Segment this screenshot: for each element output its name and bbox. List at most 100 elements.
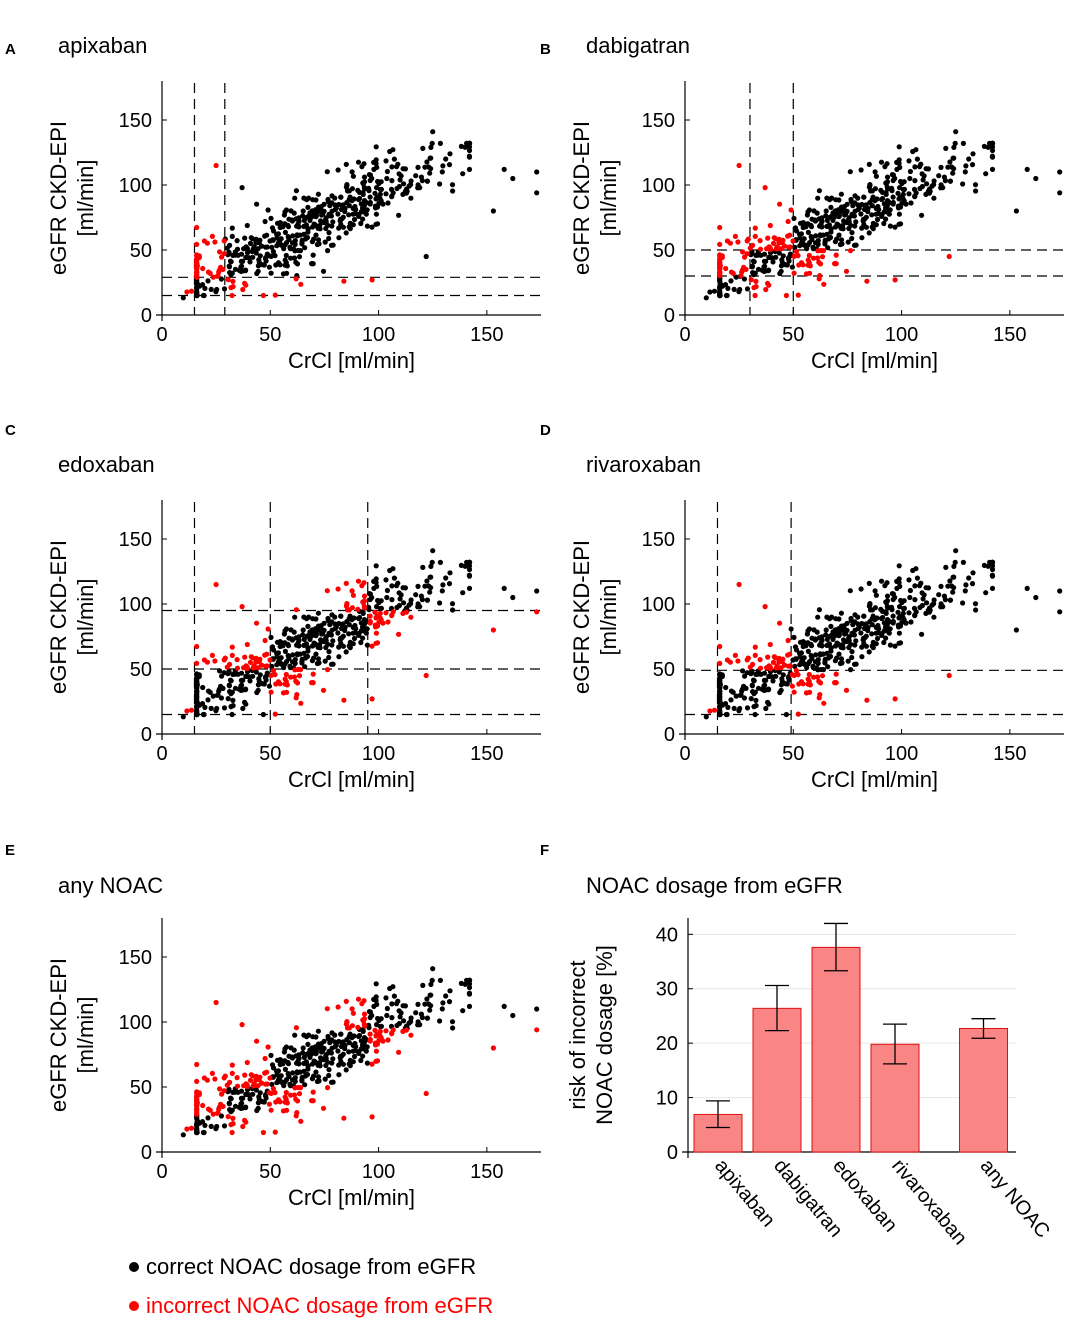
point-correct xyxy=(860,635,867,642)
point-correct xyxy=(357,614,363,621)
point-incorrect xyxy=(752,652,758,659)
point-correct xyxy=(828,645,834,651)
point-correct xyxy=(835,207,842,213)
point-incorrect xyxy=(367,620,373,626)
point-correct xyxy=(285,643,292,649)
x-tick-label: 50 xyxy=(259,1161,281,1183)
point-correct xyxy=(367,172,373,178)
point-correct xyxy=(851,661,858,667)
point-correct xyxy=(866,184,873,190)
point-correct xyxy=(236,1104,242,1110)
point-incorrect xyxy=(184,289,190,295)
point-correct xyxy=(360,216,366,222)
point-correct xyxy=(402,166,408,172)
x-tick-label: 50 xyxy=(782,743,804,765)
point-incorrect xyxy=(490,1045,496,1051)
point-correct xyxy=(501,585,507,592)
point-correct xyxy=(750,689,756,695)
point-incorrect xyxy=(783,292,790,299)
point-correct xyxy=(326,631,332,638)
point-correct xyxy=(534,1006,540,1012)
point-incorrect xyxy=(717,241,723,247)
point-correct xyxy=(989,559,996,566)
point-incorrect xyxy=(373,630,379,636)
point-correct xyxy=(950,589,956,595)
point-correct xyxy=(836,616,842,622)
point-correct xyxy=(338,206,345,213)
point-incorrect xyxy=(280,1108,287,1114)
y-axis-label: [ml/min] xyxy=(73,997,98,1074)
point-incorrect xyxy=(270,1086,276,1092)
point-correct xyxy=(894,585,900,592)
point-correct xyxy=(227,270,233,276)
point-correct xyxy=(943,564,949,571)
point-correct xyxy=(243,254,249,260)
point-correct xyxy=(316,660,322,666)
point-correct xyxy=(373,144,379,150)
point-incorrect xyxy=(204,240,210,246)
point-correct xyxy=(378,179,384,185)
point-correct xyxy=(293,635,299,641)
point-correct xyxy=(861,613,867,619)
point-incorrect xyxy=(291,674,298,680)
point-correct xyxy=(908,619,914,625)
point-correct xyxy=(765,699,771,706)
point-correct xyxy=(925,166,932,172)
point-incorrect xyxy=(244,1059,250,1066)
point-correct xyxy=(808,224,815,230)
y-axis-label: risk of incorrect xyxy=(565,960,590,1109)
point-correct xyxy=(917,185,923,192)
point-correct xyxy=(728,278,734,284)
point-correct xyxy=(810,246,817,252)
point-correct xyxy=(859,620,865,627)
point-correct xyxy=(403,190,409,196)
point-correct xyxy=(257,253,263,259)
point-incorrect xyxy=(225,1114,231,1120)
point-correct xyxy=(358,639,364,646)
point-correct xyxy=(703,295,709,301)
point-correct xyxy=(755,671,761,677)
point-correct xyxy=(919,212,925,218)
point-correct xyxy=(240,1095,246,1101)
point-correct xyxy=(292,1075,298,1081)
point-correct xyxy=(813,652,819,658)
point-incorrect xyxy=(385,619,391,625)
point-correct xyxy=(378,1016,384,1022)
point-correct xyxy=(292,657,298,663)
point-correct xyxy=(460,171,466,177)
point-correct xyxy=(873,592,880,598)
point-correct xyxy=(301,217,307,223)
point-correct xyxy=(360,1053,366,1059)
point-correct xyxy=(873,624,879,631)
point-incorrect xyxy=(805,257,811,263)
point-incorrect xyxy=(254,620,260,626)
point-correct xyxy=(218,695,224,701)
point-correct xyxy=(293,1053,299,1059)
point-correct xyxy=(367,1014,373,1021)
point-correct xyxy=(280,271,287,277)
point-correct xyxy=(836,214,842,220)
point-correct xyxy=(737,705,743,712)
point-correct xyxy=(418,1011,424,1017)
point-correct xyxy=(879,608,886,615)
point-correct xyxy=(510,175,516,182)
point-correct xyxy=(749,263,755,269)
point-incorrect xyxy=(772,654,778,661)
point-correct xyxy=(733,274,739,280)
point-incorrect xyxy=(277,681,283,687)
point-correct xyxy=(292,195,298,201)
point-correct xyxy=(289,1054,295,1060)
point-correct xyxy=(288,1045,294,1051)
point-correct xyxy=(989,566,996,573)
point-correct xyxy=(242,235,248,241)
point-correct xyxy=(755,252,761,258)
x-tick-label: 100 xyxy=(885,324,918,346)
point-incorrect xyxy=(383,1028,389,1034)
point-incorrect xyxy=(242,1117,248,1123)
x-axis-label: CrCl [ml/min] xyxy=(288,767,415,792)
point-correct xyxy=(361,174,368,180)
point-incorrect xyxy=(791,689,797,695)
point-correct xyxy=(313,197,319,203)
point-correct xyxy=(226,263,232,269)
